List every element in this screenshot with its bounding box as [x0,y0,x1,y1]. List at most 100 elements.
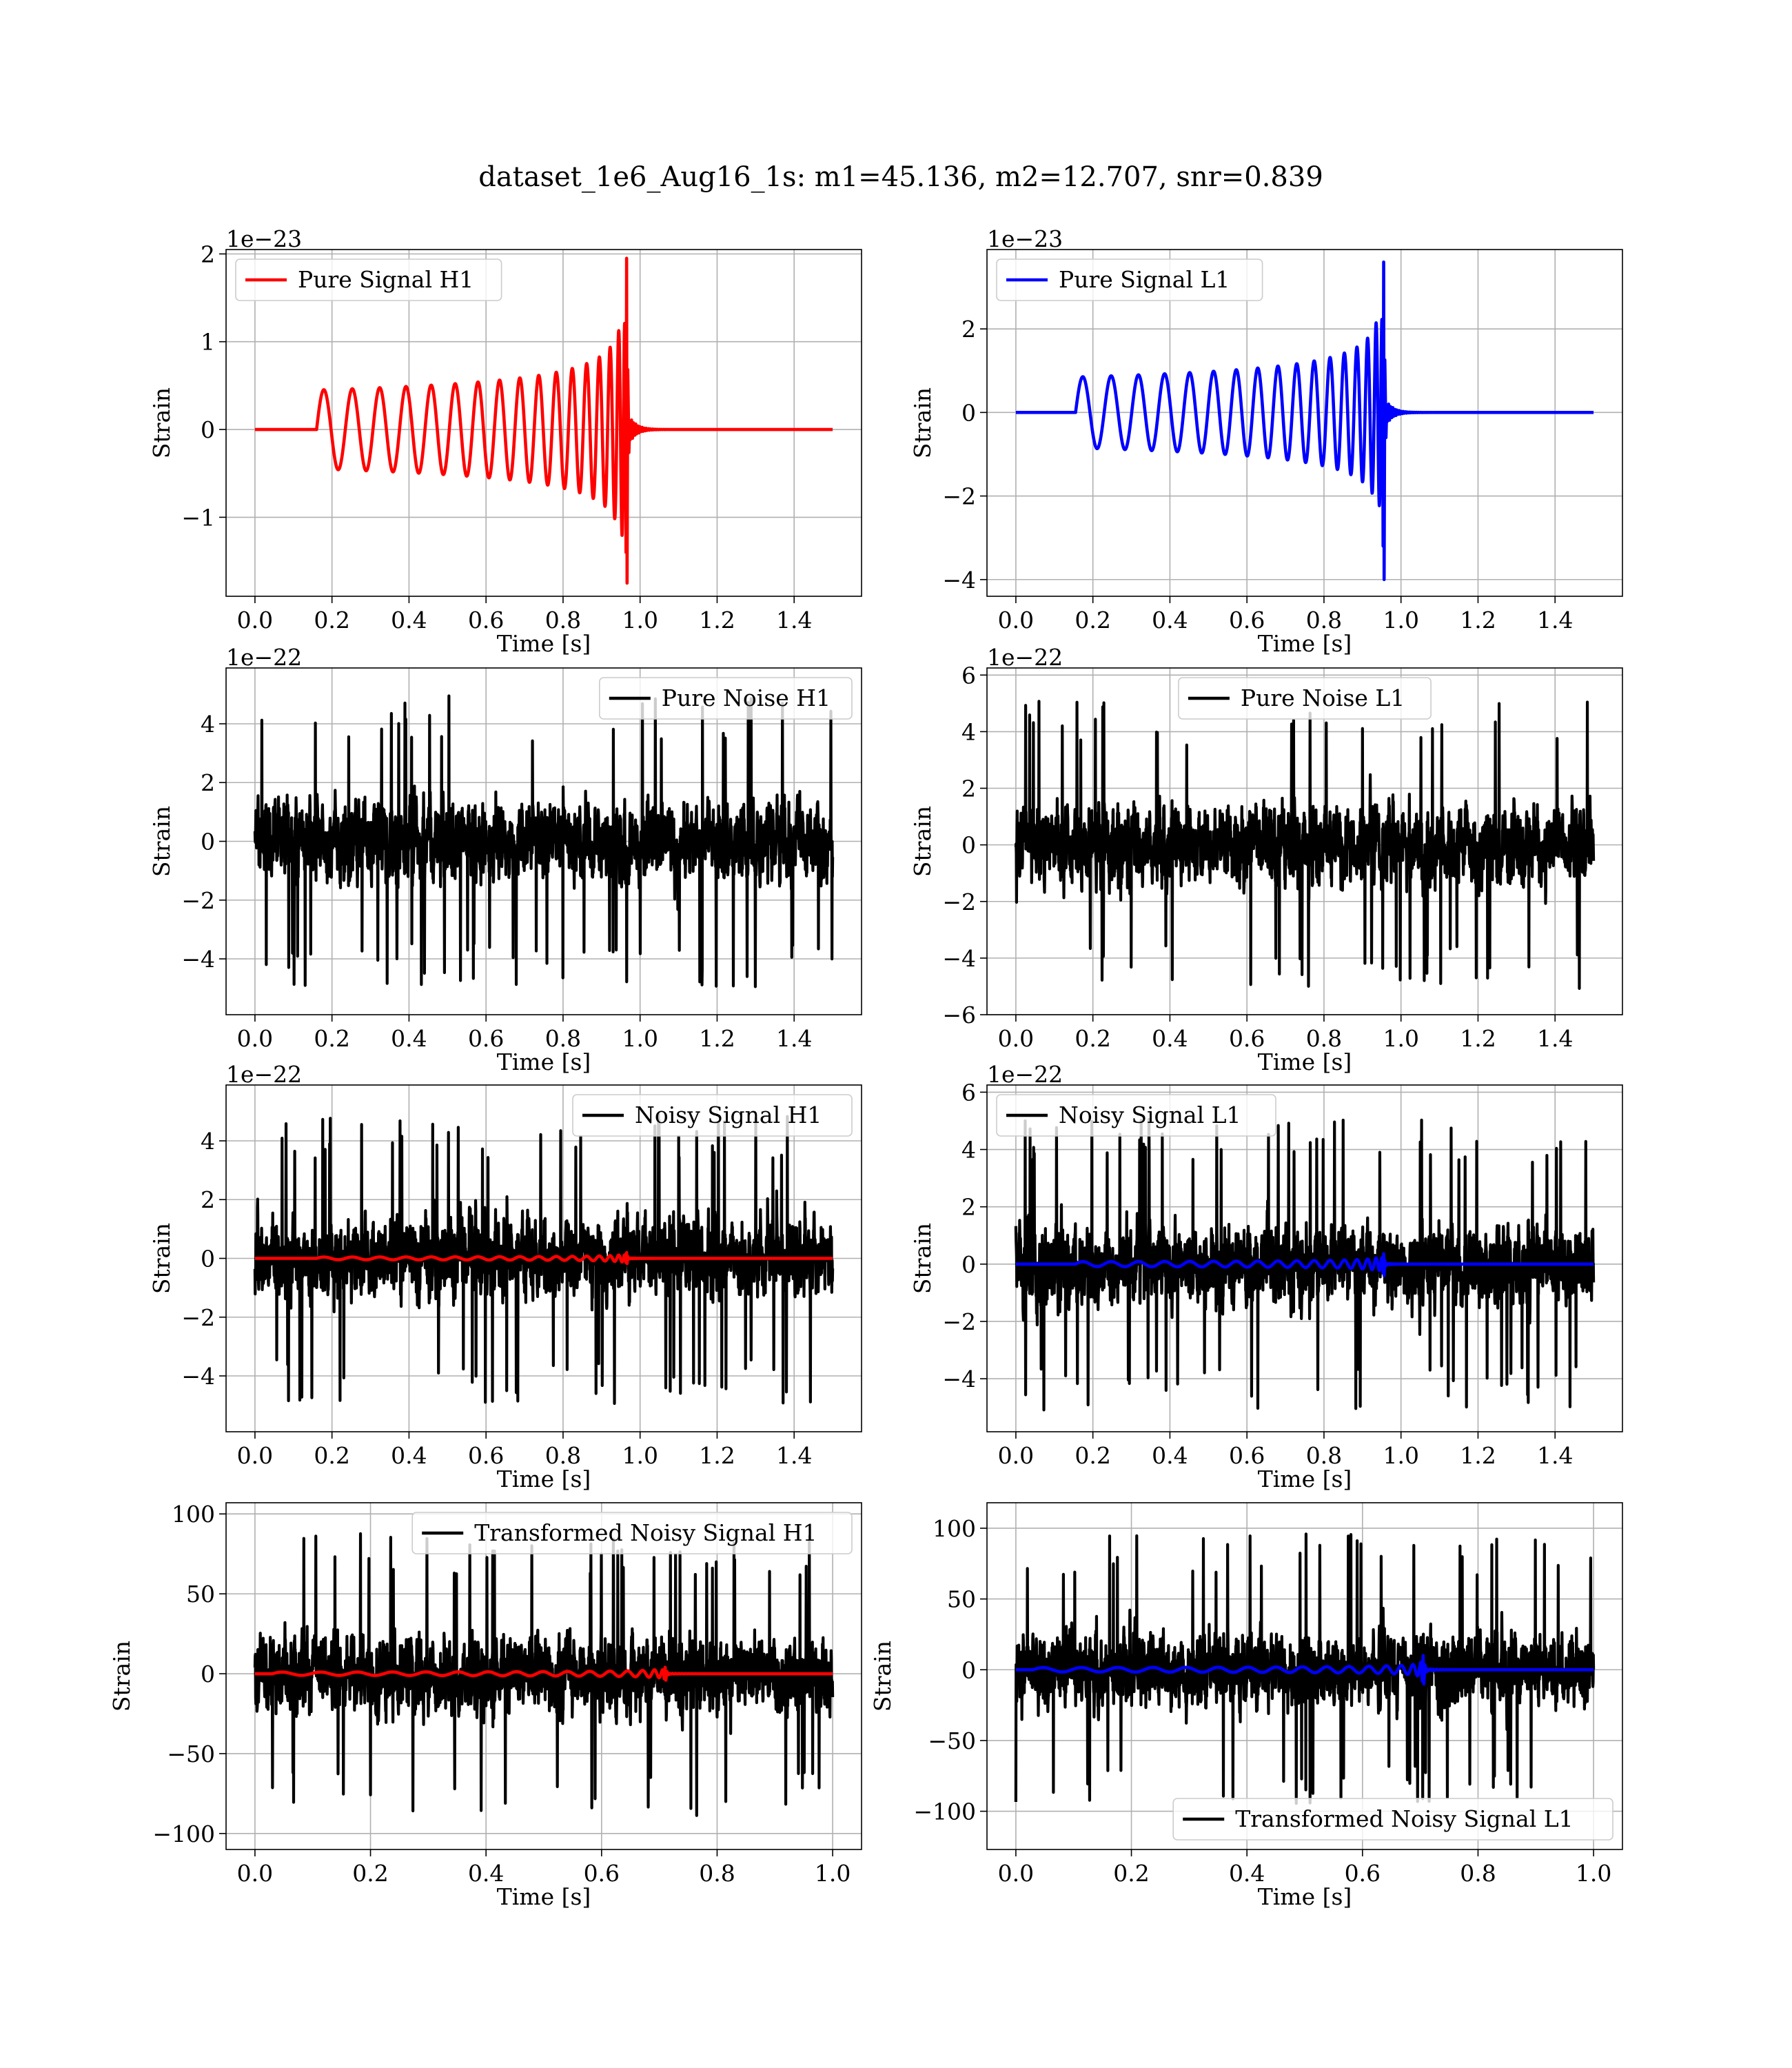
y-tick-label: 0 [201,1246,215,1273]
y-tick-label: 2 [201,769,215,796]
x-tick-label: 1.2 [699,607,735,633]
y-offset-text: 1e−23 [226,225,302,252]
y-tick-label: 6 [961,662,976,689]
y-tick-label: 2 [961,776,976,802]
y-tick-label: −50 [928,1727,976,1754]
legend-box [598,677,853,720]
x-tick-label: 1.4 [776,607,812,633]
x-tick-label: 0.8 [545,1025,581,1052]
x-tick-label: 0.6 [584,1860,620,1887]
series-group [253,1532,835,1817]
y-tick-label: −4 [942,567,976,594]
y-tick-label: 0 [961,399,976,426]
series-line-chirp-overlay [254,1250,833,1266]
legend: Pure Signal H1 [235,258,502,301]
subplot-transformed-noisy-signal-l1: 0.0 0.2 0.4 0.6 0.8 1.0 −100 −50 0 50 100 Time [s] S… [869,1502,1623,1910]
y-offset-text: 1e−22 [987,1061,1063,1088]
series-line-noisy-signal-l1 [1014,1117,1596,1412]
legend-label: Pure Noise H1 [662,685,831,711]
series-line-pure-noise-h1 [253,694,835,989]
y-axis-label: Strain [909,387,936,458]
y-tick-label: 1 [201,329,215,356]
subplots: 0.0 0.2 0.4 0.6 0.8 1.0 1.2 1.4 −1 0 1 2 Time [s] Str… [108,225,1623,1910]
x-tick-label: 0.0 [237,1860,273,1887]
x-tick-label: 1.2 [1460,607,1496,633]
x-tick-label: 0.2 [1075,1025,1110,1052]
x-tick-label: 0.8 [1306,1025,1342,1052]
x-tick-label: 0.6 [468,1442,504,1469]
x-tick-label: 1.2 [1460,1442,1496,1469]
y-axis-label: Strain [148,387,175,458]
x-tick-label: 1.2 [1460,1025,1496,1052]
axes-frame [225,249,862,597]
x-tick-label: 0.2 [314,607,349,633]
y-axis-label: Strain [869,1641,896,1712]
legend: Transformed Noisy Signal L1 [1172,1798,1613,1841]
y-tick-label: 2 [201,1186,215,1213]
legend-label: Pure Signal L1 [1059,266,1230,293]
x-tick-label: 0.0 [237,607,273,633]
x-axis-label: Time [s] [1258,1883,1352,1910]
series-group [1015,260,1594,582]
subplot-noisy-signal-h1: 0.0 0.2 0.4 0.6 0.8 1.0 1.2 1.4 −4 −2 0 2 4 Time [s] S… [148,1061,862,1492]
y-tick-label: 0 [961,1656,976,1683]
series-line-chirp-overlay [1015,1654,1594,1686]
x-tick-label: 0.0 [237,1442,273,1469]
x-tick-label: 0.6 [1229,1442,1265,1469]
y-tick-label: 50 [947,1586,976,1613]
x-tick-label: 1.4 [1537,607,1573,633]
x-tick-label: 1.0 [1576,1860,1611,1887]
y-tick-label: 2 [201,241,215,267]
x-tick-label: 0.2 [352,1860,388,1887]
x-tick-label: 0.2 [314,1442,349,1469]
series-line-pure-signal-l1 [1015,260,1594,582]
axes-frame [225,1502,862,1850]
series-line-pure-noise-l1 [1014,700,1596,990]
x-tick-label: 0.2 [1075,607,1110,633]
y-axis-label: Strain [909,806,936,877]
series-line-transformed-noisy-signal-h1 [253,1532,835,1817]
x-axis-label: Time [s] [1258,1466,1352,1492]
x-tick-label: 1.4 [776,1442,812,1469]
y-offset-text: 1e−23 [987,225,1063,252]
y-tick-label: 0 [201,829,215,855]
series-group [253,1113,835,1406]
y-axis-label: Strain [108,1641,135,1712]
x-tick-label: 0.8 [699,1860,735,1887]
legend-label: Transformed Noisy Signal L1 [1235,1805,1573,1832]
y-tick-label: −2 [181,887,215,914]
legend: Noisy Signal L1 [996,1094,1276,1137]
x-tick-label: 1.4 [1537,1025,1573,1052]
subplot-pure-signal-l1: 0.0 0.2 0.4 0.6 0.8 1.0 1.2 1.4 −4 −2 0 2 Time [s] St… [909,225,1623,657]
y-offset-text: 1e−22 [987,644,1063,671]
x-tick-label: 0.6 [1345,1860,1381,1887]
y-tick-label: −1 [181,504,215,531]
x-tick-label: 0.6 [468,607,504,633]
y-tick-label: 0 [201,416,215,443]
y-tick-label: 4 [201,1128,215,1155]
x-tick-label: 0.8 [1460,1860,1496,1887]
y-tick-label: 0 [961,832,976,859]
y-tick-label: −2 [942,889,976,915]
legend: Pure Noise H1 [598,677,853,720]
y-offset-text: 1e−22 [226,644,302,671]
x-tick-label: 1.4 [1537,1442,1573,1469]
x-tick-label: 1.0 [622,607,658,633]
y-tick-label: 0 [201,1661,215,1687]
x-tick-label: 0.8 [545,1442,581,1469]
x-tick-label: 0.4 [1229,1860,1265,1887]
y-tick-label: 4 [961,718,976,745]
y-tick-label: 50 [186,1581,215,1608]
subplot-noisy-signal-l1: 0.0 0.2 0.4 0.6 0.8 1.0 1.2 1.4 −4 −2 0 2 4 6 Time [s]… [909,1061,1623,1492]
x-tick-label: 1.0 [1383,607,1418,633]
y-tick-label: −4 [942,1366,976,1392]
subplot-pure-noise-l1: 0.0 0.2 0.4 0.6 0.8 1.0 1.2 1.4 −6 −4 −2 0 2 4 6 Time [… [909,644,1623,1075]
series-line-pure-signal-h1 [254,256,833,585]
figure-title: dataset_1e6_Aug16_1s: m1=45.136, m2=12.7… [478,161,1323,193]
x-tick-label: 0.4 [1152,1025,1188,1052]
x-axis-label: Time [s] [497,1048,591,1075]
x-tick-label: 1.0 [1383,1025,1418,1052]
series-group [1014,1117,1596,1412]
x-tick-label: 0.0 [237,1025,273,1052]
x-tick-label: 0.8 [1306,607,1342,633]
